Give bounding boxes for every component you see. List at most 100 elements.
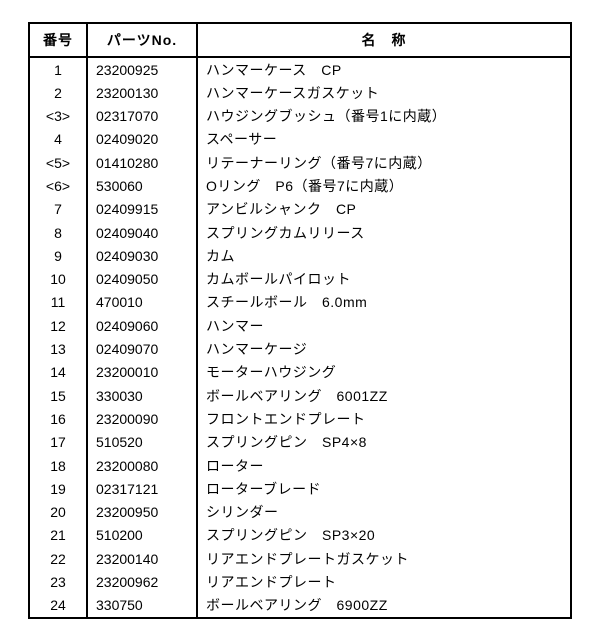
table-row: <3>02317070ハウジングブッシュ（番号1に内蔵） bbox=[29, 105, 571, 128]
cell-part: 330750 bbox=[87, 594, 197, 618]
cell-part: 510200 bbox=[87, 524, 197, 547]
cell-part: 23200925 bbox=[87, 57, 197, 81]
cell-num: <6> bbox=[29, 174, 87, 197]
cell-num: <3> bbox=[29, 105, 87, 128]
cell-part: 23200080 bbox=[87, 454, 197, 477]
table-row: 1423200010モーターハウジング bbox=[29, 361, 571, 384]
cell-part: 23200130 bbox=[87, 81, 197, 104]
cell-name: Oリング P6（番号7に内蔵） bbox=[197, 174, 571, 197]
cell-num: 20 bbox=[29, 501, 87, 524]
cell-part: 530060 bbox=[87, 174, 197, 197]
table-row: 1823200080ローター bbox=[29, 454, 571, 477]
cell-num: 10 bbox=[29, 268, 87, 291]
table-row: 1623200090フロントエンドプレート bbox=[29, 407, 571, 430]
cell-part: 02317070 bbox=[87, 105, 197, 128]
table-row: 21510200スプリングピン SP3×20 bbox=[29, 524, 571, 547]
cell-part: 23200950 bbox=[87, 501, 197, 524]
parts-table: 番号 パーツNo. 名 称 123200925ハンマーケース CP2232001… bbox=[28, 22, 572, 619]
cell-name: スペーサー bbox=[197, 128, 571, 151]
cell-num: 22 bbox=[29, 547, 87, 570]
table-row: 15330030ボールベアリング 6001ZZ bbox=[29, 384, 571, 407]
cell-name: モーターハウジング bbox=[197, 361, 571, 384]
cell-name: ボールベアリング 6900ZZ bbox=[197, 594, 571, 618]
cell-num: 11 bbox=[29, 291, 87, 314]
cell-part: 02409060 bbox=[87, 314, 197, 337]
cell-num: 4 bbox=[29, 128, 87, 151]
table-row: 123200925ハンマーケース CP bbox=[29, 57, 571, 81]
table-row: 1302409070ハンマーケージ bbox=[29, 338, 571, 361]
table-row: 223200130ハンマーケースガスケット bbox=[29, 81, 571, 104]
cell-part: 02409050 bbox=[87, 268, 197, 291]
header-row: 番号 パーツNo. 名 称 bbox=[29, 23, 571, 57]
cell-part: 330030 bbox=[87, 384, 197, 407]
cell-part: 02409915 bbox=[87, 198, 197, 221]
cell-num: 1 bbox=[29, 57, 87, 81]
cell-part: 02317121 bbox=[87, 477, 197, 500]
cell-num: <5> bbox=[29, 151, 87, 174]
cell-num: 13 bbox=[29, 338, 87, 361]
cell-name: ハンマーケース CP bbox=[197, 57, 571, 81]
cell-num: 12 bbox=[29, 314, 87, 337]
table-row: 11470010スチールボール 6.0mm bbox=[29, 291, 571, 314]
cell-name: カムボールパイロット bbox=[197, 268, 571, 291]
table-body: 123200925ハンマーケース CP223200130ハンマーケースガスケット… bbox=[29, 57, 571, 618]
cell-name: スチールボール 6.0mm bbox=[197, 291, 571, 314]
cell-part: 01410280 bbox=[87, 151, 197, 174]
cell-name: ローター bbox=[197, 454, 571, 477]
cell-name: リアエンドプレート bbox=[197, 571, 571, 594]
cell-part: 23200090 bbox=[87, 407, 197, 430]
table-row: <6>530060Oリング P6（番号7に内蔵） bbox=[29, 174, 571, 197]
cell-name: ハウジングブッシュ（番号1に内蔵） bbox=[197, 105, 571, 128]
table-row: 2223200140リアエンドプレートガスケット bbox=[29, 547, 571, 570]
cell-num: 21 bbox=[29, 524, 87, 547]
cell-name: シリンダー bbox=[197, 501, 571, 524]
cell-part: 23200010 bbox=[87, 361, 197, 384]
cell-num: 17 bbox=[29, 431, 87, 454]
cell-part: 23200962 bbox=[87, 571, 197, 594]
cell-part: 02409030 bbox=[87, 244, 197, 267]
table-row: 902409030カム bbox=[29, 244, 571, 267]
cell-name: ローターブレード bbox=[197, 477, 571, 500]
cell-name: スプリングカムリリース bbox=[197, 221, 571, 244]
cell-num: 14 bbox=[29, 361, 87, 384]
cell-num: 16 bbox=[29, 407, 87, 430]
cell-name: ハンマーケージ bbox=[197, 338, 571, 361]
table-row: 2023200950シリンダー bbox=[29, 501, 571, 524]
cell-name: リテーナーリング（番号7に内蔵） bbox=[197, 151, 571, 174]
table-row: <5>01410280リテーナーリング（番号7に内蔵） bbox=[29, 151, 571, 174]
cell-name: ハンマーケースガスケット bbox=[197, 81, 571, 104]
cell-num: 23 bbox=[29, 571, 87, 594]
table-row: 17510520スプリングピン SP4×8 bbox=[29, 431, 571, 454]
cell-name: スプリングピン SP4×8 bbox=[197, 431, 571, 454]
table-row: 1902317121ローターブレード bbox=[29, 477, 571, 500]
cell-num: 8 bbox=[29, 221, 87, 244]
table-row: 802409040スプリングカムリリース bbox=[29, 221, 571, 244]
cell-part: 02409020 bbox=[87, 128, 197, 151]
table-row: 24330750ボールベアリング 6900ZZ bbox=[29, 594, 571, 618]
cell-name: フロントエンドプレート bbox=[197, 407, 571, 430]
cell-num: 2 bbox=[29, 81, 87, 104]
cell-part: 470010 bbox=[87, 291, 197, 314]
header-part: パーツNo. bbox=[87, 23, 197, 57]
header-num: 番号 bbox=[29, 23, 87, 57]
table-row: 1202409060ハンマー bbox=[29, 314, 571, 337]
cell-name: ボールベアリング 6001ZZ bbox=[197, 384, 571, 407]
cell-part: 02409070 bbox=[87, 338, 197, 361]
cell-part: 510520 bbox=[87, 431, 197, 454]
cell-num: 7 bbox=[29, 198, 87, 221]
cell-num: 24 bbox=[29, 594, 87, 618]
table-row: 2323200962リアエンドプレート bbox=[29, 571, 571, 594]
cell-name: ハンマー bbox=[197, 314, 571, 337]
cell-name: リアエンドプレートガスケット bbox=[197, 547, 571, 570]
cell-part: 23200140 bbox=[87, 547, 197, 570]
table-row: 1002409050カムボールパイロット bbox=[29, 268, 571, 291]
cell-name: アンビルシャンク CP bbox=[197, 198, 571, 221]
cell-num: 18 bbox=[29, 454, 87, 477]
header-name: 名 称 bbox=[197, 23, 571, 57]
cell-num: 15 bbox=[29, 384, 87, 407]
cell-name: カム bbox=[197, 244, 571, 267]
cell-name: スプリングピン SP3×20 bbox=[197, 524, 571, 547]
cell-part: 02409040 bbox=[87, 221, 197, 244]
cell-num: 9 bbox=[29, 244, 87, 267]
table-row: 702409915アンビルシャンク CP bbox=[29, 198, 571, 221]
